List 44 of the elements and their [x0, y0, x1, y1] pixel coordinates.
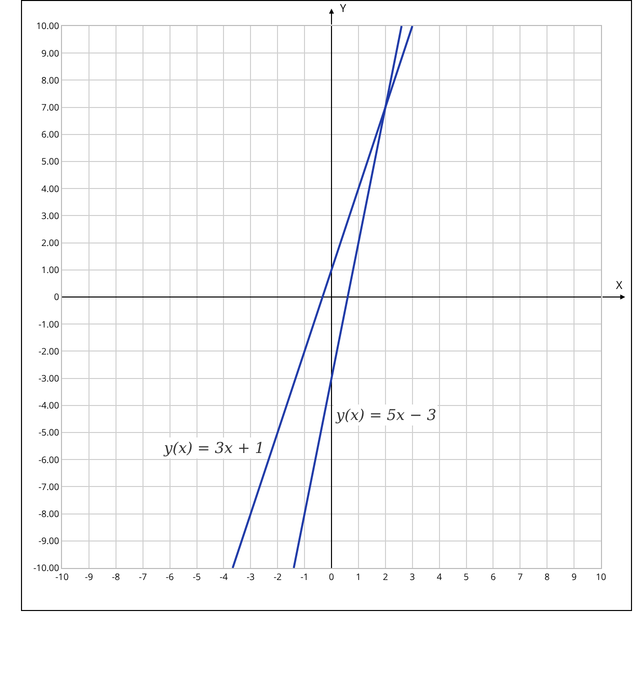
annotation: y(x) = 5x − 3 [335, 406, 436, 424]
x-tick-label: 0 [328, 570, 334, 583]
x-tick-label: -7 [138, 570, 147, 583]
y-tick-label: -2.00 [38, 344, 60, 358]
x-tick-label: 4 [436, 570, 442, 583]
x-tick-label: 9 [571, 570, 577, 583]
y-tick-label: -5.00 [38, 426, 60, 439]
y-tick-label: 0 [54, 290, 60, 304]
y-tick-label: 5.00 [41, 154, 60, 168]
y-tick-label: 7.00 [41, 100, 60, 114]
y-tick-label: -9.00 [38, 534, 60, 548]
y-tick-label: 10.00 [36, 19, 60, 32]
x-tick-label: -2 [274, 570, 282, 583]
x-tick-label: 5 [464, 570, 469, 583]
annotation: y(x) = 3x + 1 [163, 439, 264, 457]
y-tick-label: 2.00 [41, 236, 60, 249]
x-tick-label: 7 [518, 570, 523, 583]
y-tick-label: 4.00 [41, 182, 60, 195]
x-axis-title: X [616, 278, 623, 293]
y-tick-label: -4.00 [38, 398, 60, 412]
x-tick-label: 3 [410, 570, 415, 583]
x-tick-label: -8 [112, 570, 120, 583]
x-tick-label: -5 [192, 570, 201, 583]
x-tick-label: 1 [356, 570, 362, 583]
x-tick-label: -6 [166, 570, 174, 583]
y-tick-label: 3.00 [41, 208, 60, 222]
y-tick-label: -7.00 [38, 480, 60, 493]
y-tick-label: -1.00 [38, 317, 60, 330]
x-tick-label: -4 [220, 570, 228, 583]
y-axis-title: Y [340, 1, 347, 16]
y-tick-label: -3.00 [38, 371, 60, 384]
y-tick-label: 8.00 [41, 73, 60, 86]
y-tick-label: 6.00 [41, 128, 60, 141]
x-tick-label: -3 [246, 570, 255, 583]
y-tick-label: 9.00 [41, 46, 60, 60]
x-tick-label: 6 [490, 570, 496, 583]
y-tick-label: -8.00 [38, 506, 60, 520]
y-tick-label: -6.00 [38, 452, 60, 466]
x-tick-label: 2 [382, 570, 388, 583]
x-tick-label: 10 [596, 570, 606, 583]
x-tick-label: -9 [84, 570, 93, 583]
y-tick-label: 1.00 [41, 263, 60, 276]
x-tick-label: 8 [544, 570, 550, 583]
x-tick-label: -1 [300, 570, 309, 583]
